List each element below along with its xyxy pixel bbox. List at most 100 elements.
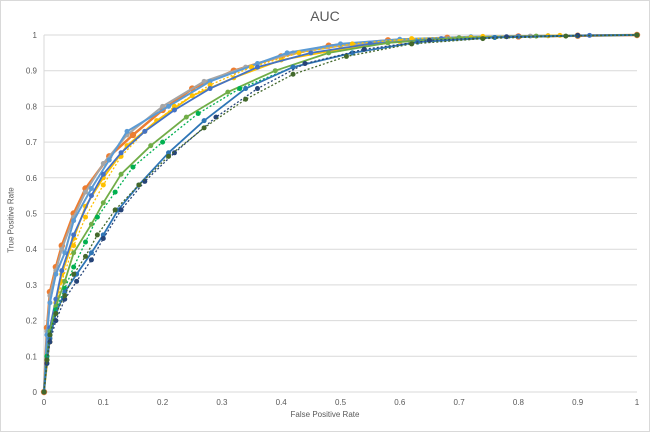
data-point bbox=[53, 310, 59, 316]
data-point bbox=[62, 250, 68, 256]
x-tick-label: 0.6 bbox=[394, 398, 406, 407]
data-point bbox=[124, 128, 130, 134]
data-point bbox=[136, 182, 142, 188]
data-point bbox=[361, 46, 367, 52]
y-tick-label: 0.7 bbox=[26, 138, 38, 147]
grid-layer bbox=[43, 34, 637, 393]
data-point bbox=[343, 53, 349, 59]
data-point bbox=[74, 278, 80, 284]
data-point bbox=[480, 36, 486, 42]
data-point bbox=[201, 78, 207, 84]
data-point bbox=[88, 193, 94, 199]
data-point bbox=[326, 50, 332, 56]
data-point bbox=[47, 332, 53, 338]
data-point bbox=[100, 200, 106, 206]
data-point bbox=[100, 161, 106, 167]
data-point bbox=[207, 86, 213, 92]
data-point bbox=[118, 207, 124, 213]
data-point bbox=[71, 243, 77, 249]
data-point bbox=[71, 271, 77, 277]
data-point bbox=[349, 41, 355, 47]
x-axis-title: False Positive Rate bbox=[290, 410, 360, 419]
series-line bbox=[43, 34, 638, 393]
y-tick-label: 0.5 bbox=[26, 210, 38, 219]
data-point bbox=[160, 103, 166, 109]
data-point bbox=[290, 64, 296, 70]
tick-layer: 0 0.1 0.2 0.3 0.4 0.5 0.6 0.7 0.8 0.9 1 0 0.1 0.2 0.3 0… bbox=[26, 31, 640, 407]
data-point bbox=[130, 164, 136, 170]
data-point bbox=[118, 171, 124, 177]
data-point bbox=[71, 218, 77, 224]
data-point bbox=[62, 289, 68, 295]
data-point bbox=[308, 50, 314, 56]
data-point bbox=[290, 71, 296, 77]
data-point bbox=[59, 246, 65, 252]
x-tick-label: 1 bbox=[635, 398, 640, 407]
data-point bbox=[634, 32, 640, 38]
data-point bbox=[129, 131, 137, 139]
data-point bbox=[94, 214, 100, 220]
data-point bbox=[83, 214, 89, 220]
data-point bbox=[254, 64, 260, 70]
data-point bbox=[296, 50, 302, 56]
x-tick-label: 0.8 bbox=[513, 398, 525, 407]
y-tick-label: 1 bbox=[33, 31, 38, 40]
x-tick-label: 0.9 bbox=[572, 398, 584, 407]
data-point bbox=[166, 153, 172, 159]
data-point bbox=[71, 264, 77, 270]
data-point bbox=[142, 128, 148, 134]
data-point bbox=[207, 78, 213, 84]
data-point bbox=[166, 150, 172, 156]
data-point bbox=[59, 268, 65, 274]
data-point bbox=[171, 150, 177, 156]
x-tick-label: 0.1 bbox=[98, 398, 110, 407]
data-point bbox=[71, 250, 77, 256]
y-tick-label: 0.1 bbox=[26, 352, 38, 361]
data-point bbox=[88, 250, 94, 256]
data-point bbox=[243, 96, 249, 102]
data-point bbox=[71, 232, 77, 238]
data-point bbox=[201, 118, 207, 124]
data-point bbox=[112, 189, 118, 195]
x-tick-label: 0 bbox=[42, 398, 47, 407]
data-point bbox=[225, 89, 231, 95]
data-point bbox=[254, 61, 260, 67]
x-tick-label: 0.3 bbox=[216, 398, 228, 407]
data-point bbox=[88, 221, 94, 227]
data-point bbox=[53, 271, 59, 277]
data-point bbox=[83, 253, 89, 259]
data-point bbox=[44, 357, 50, 363]
x-tick-label: 0.4 bbox=[276, 398, 288, 407]
chart-title: AUC bbox=[310, 8, 340, 24]
data-point bbox=[148, 143, 154, 149]
data-point bbox=[118, 150, 124, 156]
data-point bbox=[83, 189, 89, 195]
data-point bbox=[94, 232, 100, 238]
x-tick-label: 0.2 bbox=[157, 398, 169, 407]
y-tick-label: 0.6 bbox=[26, 174, 38, 183]
data-point bbox=[100, 232, 106, 238]
data-point bbox=[183, 114, 189, 120]
data-point bbox=[207, 82, 213, 88]
data-point bbox=[426, 37, 432, 43]
data-point bbox=[83, 239, 89, 245]
x-tick-label: 0.7 bbox=[454, 398, 466, 407]
data-point bbox=[237, 86, 243, 92]
y-tick-label: 0 bbox=[33, 388, 38, 397]
data-point bbox=[243, 86, 249, 92]
data-point bbox=[100, 171, 106, 177]
data-point bbox=[254, 86, 260, 92]
data-point bbox=[166, 103, 172, 109]
data-point bbox=[195, 111, 201, 117]
data-point bbox=[62, 293, 68, 299]
y-tick-label: 0.4 bbox=[26, 245, 38, 254]
data-point bbox=[106, 157, 112, 163]
y-tick-label: 0.8 bbox=[26, 102, 38, 111]
data-point bbox=[563, 33, 569, 39]
data-point bbox=[100, 182, 106, 188]
data-point bbox=[385, 40, 391, 46]
y-tick-label: 0.3 bbox=[26, 281, 38, 290]
data-point bbox=[62, 278, 68, 284]
